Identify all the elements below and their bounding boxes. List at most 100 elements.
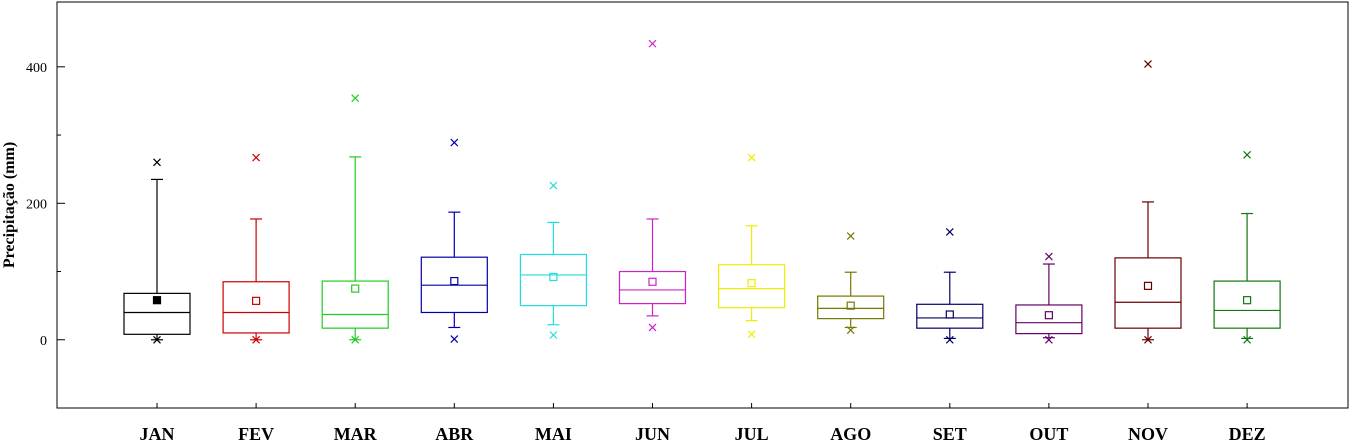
outlier-marker [1044, 252, 1053, 261]
outlier-marker [747, 330, 756, 339]
outlier-stroke [153, 158, 161, 167]
x-tick-label-set: SET [933, 424, 967, 440]
box-jan [123, 158, 191, 344]
box-jun [618, 39, 687, 332]
outlier-stroke [450, 138, 459, 147]
iqr-box [1114, 257, 1182, 329]
box-nov [1114, 60, 1182, 344]
box-dez [1213, 150, 1281, 344]
x-tick-label-jun: JUN [635, 424, 670, 440]
y-tick-label: 0 [40, 334, 47, 349]
outlier-stroke [252, 335, 261, 344]
outlier-marker [1044, 335, 1053, 344]
outlier-stroke [1144, 335, 1152, 344]
outlier-marker [747, 153, 756, 162]
outlier-marker [1243, 150, 1252, 159]
outlier-marker [846, 232, 855, 240]
mean-marker [1044, 311, 1054, 320]
outlier-stroke [153, 335, 161, 344]
boxes-group [123, 39, 1281, 344]
mean-marker [1242, 296, 1252, 305]
outlier-marker [252, 335, 261, 344]
plot-frame [56, 1, 1349, 409]
box-set [916, 228, 984, 344]
y-axis: 0 200 400 [26, 61, 65, 409]
outlier-marker [549, 181, 558, 190]
mean-marker [252, 296, 261, 305]
outlier-stroke [549, 331, 558, 339]
outlier-stroke [1144, 60, 1152, 69]
outlier-stroke [351, 94, 360, 103]
outlier-marker [945, 335, 954, 344]
outlier-marker [450, 335, 459, 344]
outlier-marker [1144, 60, 1152, 69]
iqr-box [618, 270, 687, 305]
iqr-box [817, 295, 885, 320]
outlier-marker [549, 331, 558, 339]
outlier-marker [648, 39, 657, 48]
outlier-stroke [945, 335, 954, 344]
outlier-stroke [747, 153, 756, 162]
outlier-marker [1243, 335, 1252, 344]
box-abr [420, 138, 488, 344]
outlier-marker [252, 153, 261, 162]
mean-marker [747, 279, 756, 288]
outlier-stroke [648, 323, 657, 332]
outlier-marker [648, 323, 657, 332]
outlier-stroke [846, 232, 855, 240]
iqr-box [519, 253, 588, 307]
outlier-marker [846, 326, 855, 335]
iqr-box [1015, 304, 1083, 335]
mean-marker [152, 296, 162, 305]
x-tick-label-dez: DEZ [1229, 424, 1266, 440]
x-axis: JAN FEV MAR ABR MAI JUN JUL AGO SET OUT NOV DEZ [140, 403, 1266, 440]
outlier-stroke [1044, 335, 1053, 344]
x-tick-label-fev: FEV [238, 424, 274, 440]
x-tick-label-out: OUT [1029, 424, 1068, 440]
outlier-stroke [1044, 252, 1053, 261]
outlier-stroke [648, 39, 657, 48]
outlier-stroke [252, 153, 261, 162]
mean-marker [351, 284, 360, 293]
outlier-stroke [549, 181, 558, 190]
iqr-box [1213, 280, 1281, 329]
outlier-stroke [351, 335, 360, 344]
mean-marker [450, 276, 459, 286]
iqr-box [222, 281, 290, 334]
x-tick-label-ago: AGO [830, 424, 871, 440]
box-out [1015, 252, 1083, 344]
x-tick-label-mai: MAI [535, 424, 572, 440]
mean-marker [648, 277, 657, 286]
outlier-marker [351, 94, 360, 103]
outlier-marker [1144, 335, 1152, 344]
y-axis-title: Precipitação (mm) [1, 142, 18, 268]
iqr-box [321, 280, 389, 329]
x-tick-label-abr: ABR [435, 424, 474, 440]
mean-marker [945, 310, 954, 319]
outlier-marker [153, 158, 161, 167]
box-fev [222, 153, 290, 344]
outlier-stroke [945, 228, 954, 236]
iqr-box [717, 264, 786, 309]
mean-marker [549, 272, 558, 282]
mean-marker [1143, 281, 1153, 290]
mean-marker [846, 301, 855, 310]
outlier-marker [351, 335, 360, 344]
box-mar [321, 94, 389, 344]
outlier-marker [450, 138, 459, 147]
outlier-stroke [450, 335, 459, 344]
y-tick-label: 200 [26, 197, 47, 212]
outlier-stroke [1243, 335, 1252, 344]
iqr-box [123, 292, 191, 335]
box-jul [717, 153, 786, 339]
iqr-box [916, 303, 984, 329]
x-tick-label-nov: NOV [1128, 424, 1168, 440]
y-tick-label: 400 [26, 61, 47, 76]
box-mai [519, 181, 588, 339]
x-tick-label-jan: JAN [140, 424, 175, 440]
outlier-stroke [747, 330, 756, 339]
outlier-stroke [846, 326, 855, 335]
x-tick-label-jul: JUL [735, 424, 769, 440]
outlier-marker [945, 228, 954, 236]
